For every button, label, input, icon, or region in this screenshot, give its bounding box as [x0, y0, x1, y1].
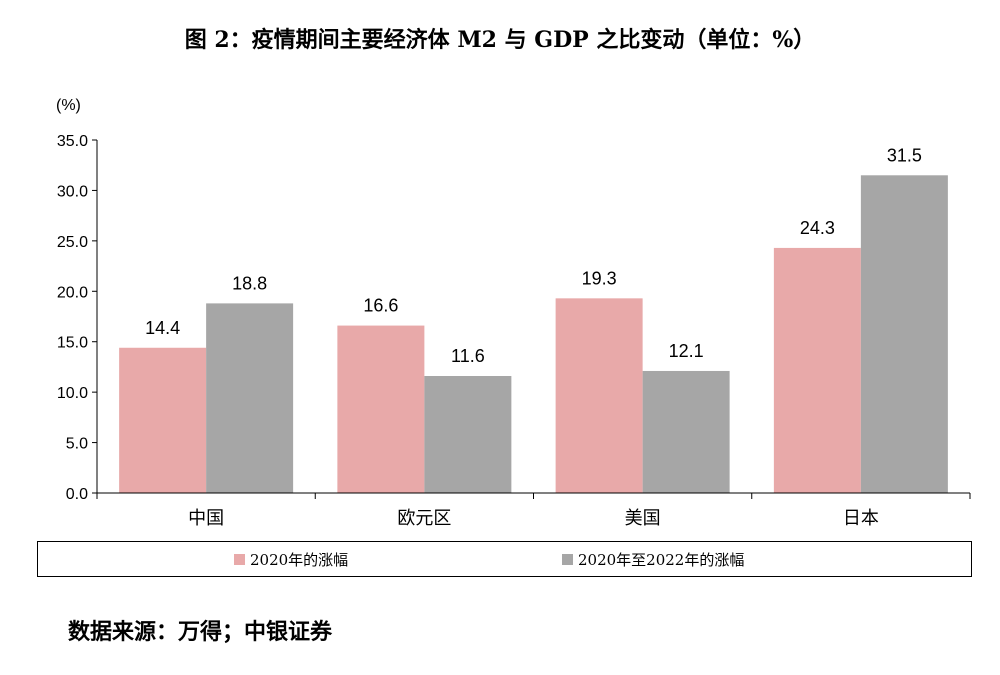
y-tick-label: 10.0 — [57, 385, 88, 402]
legend-label-series-1: 2020年的涨幅 — [250, 550, 349, 569]
bar-value-label: 14.4 — [145, 318, 180, 338]
legend-swatch-series-1 — [234, 553, 245, 565]
bar-value-label: 24.3 — [800, 218, 835, 238]
bar-series-1 — [337, 325, 425, 493]
data-source-note: 数据来源：万得；中银证券 — [68, 619, 333, 645]
y-tick-label: 15.0 — [57, 335, 88, 352]
legend-item-series-2: 2020年至2022年的涨幅 — [562, 542, 744, 576]
chart-title: 图 2：疫情期间主要经济体 M2 与 GDP 之比变动（单位：%） — [184, 27, 816, 53]
legend-label-series-2: 2020年至2022年的涨幅 — [578, 550, 745, 569]
bar-series-1 — [773, 247, 861, 493]
bar-value-label: 19.3 — [582, 268, 617, 288]
legend-item-series-1: 2020年的涨幅 — [234, 542, 348, 576]
x-category-label: 中国 — [188, 508, 224, 529]
bar-series-1 — [119, 347, 207, 493]
y-tick-label: 30.0 — [57, 183, 88, 200]
bar-series-2 — [206, 303, 294, 493]
x-category-label: 日本 — [843, 508, 879, 529]
y-tick-label: 20.0 — [57, 284, 88, 301]
bar-chart: (%) 0.0 5.0 10.0 15.0 20.0 25.0 30.0 35.0 14.4 1… — [56, 97, 971, 529]
legend: 2020年的涨幅 2020年至2022年的涨幅 — [37, 541, 972, 577]
y-tick-label: 0.0 — [66, 486, 88, 503]
bar-value-label: 11.6 — [451, 346, 485, 366]
bar-series-1 — [555, 298, 643, 493]
bar-value-label: 18.8 — [232, 273, 267, 293]
bar-value-label: 31.5 — [887, 145, 922, 165]
legend-swatch-series-2 — [562, 553, 573, 565]
y-axis-label: (%) — [56, 97, 81, 114]
y-tick-label: 25.0 — [57, 234, 88, 251]
x-category-label: 欧元区 — [397, 508, 451, 529]
bar-series-2 — [642, 370, 730, 493]
bar-value-label: 12.1 — [669, 341, 704, 361]
x-category-label: 美国 — [625, 508, 661, 529]
bar-value-label: 16.6 — [363, 296, 398, 316]
y-tick-label: 35.0 — [57, 133, 88, 150]
bar-series-2 — [424, 376, 512, 493]
y-tick-label: 5.0 — [66, 436, 88, 453]
bar-series-2 — [860, 175, 948, 494]
